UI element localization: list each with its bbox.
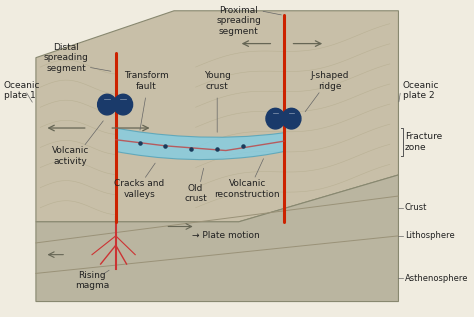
Text: Asthenosphere: Asthenosphere: [405, 274, 468, 282]
Polygon shape: [36, 175, 399, 301]
Text: Distal
spreading
segment: Distal spreading segment: [44, 43, 89, 73]
Point: [239, 143, 247, 148]
Circle shape: [266, 108, 285, 129]
Text: Oceanic
plate 2: Oceanic plate 2: [403, 81, 439, 100]
Point: [213, 146, 221, 152]
Point: [162, 143, 169, 148]
Text: Crust: Crust: [405, 203, 427, 212]
Text: Rising
magma: Rising magma: [75, 271, 109, 290]
Circle shape: [98, 94, 117, 115]
Point: [188, 146, 195, 151]
Polygon shape: [36, 11, 399, 222]
Text: J-shaped
ridge: J-shaped ridge: [310, 71, 349, 91]
Text: Proximal
spreading
segment: Proximal spreading segment: [216, 6, 261, 36]
Text: Oceanic
plate 1: Oceanic plate 1: [3, 81, 40, 100]
Text: Old
crust: Old crust: [184, 184, 207, 204]
Text: Lithosphere: Lithosphere: [405, 231, 455, 240]
Text: Young
crust: Young crust: [204, 71, 231, 91]
Text: Volcanic
reconstruction: Volcanic reconstruction: [215, 179, 280, 199]
Text: Fracture
zone: Fracture zone: [405, 133, 442, 152]
Text: → Plate motion: → Plate motion: [192, 231, 260, 240]
Point: [136, 140, 143, 146]
Text: Cracks and
valleys: Cracks and valleys: [114, 179, 164, 199]
Circle shape: [282, 108, 301, 129]
Text: Volcanic
activity: Volcanic activity: [52, 146, 89, 166]
PathPatch shape: [116, 128, 284, 159]
Circle shape: [114, 94, 133, 115]
Text: Transform
fault: Transform fault: [124, 71, 168, 91]
